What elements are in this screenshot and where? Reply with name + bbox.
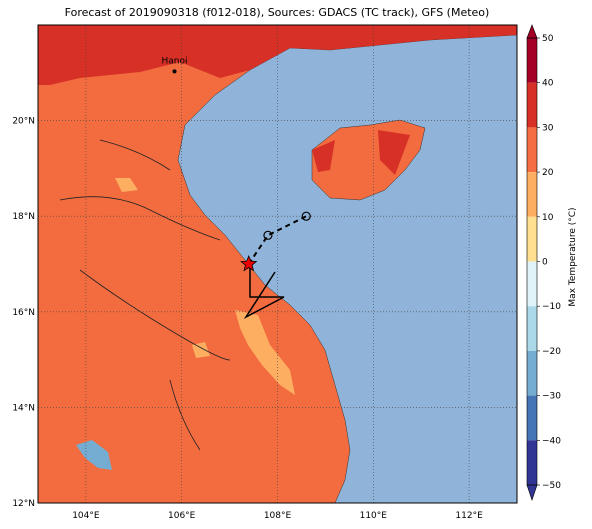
x-tick-label: 108°E — [264, 511, 292, 521]
colorbar-band — [527, 261, 537, 307]
x-tick-label: 110°E — [360, 511, 388, 521]
colorbar-extend-top — [526, 24, 538, 39]
lake-patch — [76, 440, 112, 470]
hot-region — [38, 25, 517, 85]
city-label: Hanoi — [162, 56, 188, 66]
colorbar-tick-label: −10 — [542, 302, 561, 312]
colorbar-tick-label: 40 — [542, 79, 554, 89]
hainan-hot — [312, 130, 410, 175]
x-tick-label: 106°E — [168, 511, 196, 521]
colorbar-band — [527, 172, 537, 217]
colorbar-band — [527, 306, 537, 351]
colorbar-extend-bottom — [526, 484, 538, 501]
track-point — [263, 230, 273, 240]
colorbar-band — [527, 38, 537, 83]
forecast-cone — [243, 263, 285, 319]
cool-patches — [115, 178, 295, 395]
y-tick-label: 12°N — [12, 499, 35, 509]
track-line — [247, 215, 307, 265]
colorbar-tick-label: 30 — [542, 123, 554, 133]
colorbar-tick-label: −40 — [542, 436, 561, 446]
y-tick-label: 16°N — [12, 308, 35, 318]
map-area — [38, 25, 517, 503]
map-frame — [37, 24, 518, 504]
storm-position — [240, 254, 258, 272]
borders — [59, 139, 231, 451]
colorbar-band — [527, 440, 537, 485]
colorbar-band — [527, 395, 537, 441]
colorbar-tick-label: 20 — [542, 168, 554, 178]
y-tick-label: 20°N — [12, 117, 35, 127]
track-point — [301, 211, 311, 221]
x-tick-label: 104°E — [72, 511, 100, 521]
colorbar-label: Max Temperature (°C) — [568, 207, 578, 306]
title: Forecast of 2019090318 (f012-018), Sourc… — [65, 6, 490, 19]
colorbar-tick-label: −20 — [542, 347, 561, 357]
y-tick-label: 14°N — [12, 403, 35, 413]
grid — [38, 25, 517, 503]
colorbar-band — [527, 127, 537, 173]
colorbar-tick-label: 10 — [542, 213, 554, 223]
colorbar-band — [527, 216, 537, 262]
colorbar-band — [527, 350, 537, 396]
x-tick-label: 112°E — [455, 511, 483, 521]
y-tick-label: 18°N — [12, 212, 35, 222]
colorbar-tick-label: 0 — [542, 258, 548, 268]
city-marker — [172, 69, 177, 74]
colorbar-tick-label: −50 — [542, 481, 561, 491]
colorbar-band — [527, 82, 537, 128]
colorbar-tick-label: 50 — [542, 34, 554, 44]
colorbar-tick-label: −30 — [542, 392, 561, 402]
